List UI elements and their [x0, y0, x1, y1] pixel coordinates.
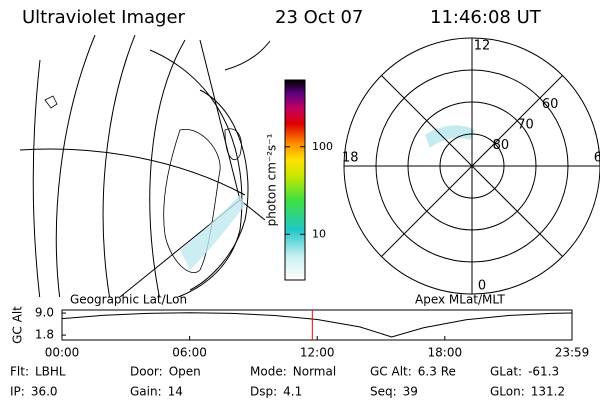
- geo-map-label: Geographic Lat/Lon: [70, 293, 187, 307]
- colorbar-tick-label: 10: [312, 227, 326, 240]
- colorbar: [284, 79, 306, 281]
- x-tick-label: 23:59: [555, 346, 590, 360]
- date: 23 Oct 07: [275, 7, 363, 28]
- footer-value: 14: [168, 385, 183, 399]
- footer-value: Open: [169, 365, 201, 379]
- polar-lat-ring: [439, 133, 505, 199]
- footer-label: Seq:: [370, 385, 397, 399]
- footer-label: Door:: [130, 365, 163, 379]
- footer-value: 131.2: [531, 385, 565, 399]
- x-tick-label: 00:00: [45, 346, 80, 360]
- footer-value: -61.3: [528, 365, 559, 379]
- footer-label: GLon:: [490, 385, 525, 399]
- footer-value: 39: [403, 385, 418, 399]
- footer-label: GLat:: [490, 365, 522, 379]
- polar-lat-label: 70: [517, 118, 534, 133]
- instrument: Ultraviolet Imager: [22, 7, 186, 28]
- altitude-frame: [61, 309, 573, 341]
- polar-mlt-label: 12: [474, 39, 491, 54]
- polar-lat-label: 60: [542, 97, 559, 112]
- footer-value: 36.0: [31, 385, 58, 399]
- x-tick-label: 18:00: [428, 346, 463, 360]
- polar-mlt-label: 18: [342, 151, 359, 166]
- polar-lat-ring: [407, 101, 537, 231]
- geo-map: [20, 35, 270, 297]
- footer-label: Mode:: [250, 365, 287, 379]
- footer-value: 4.1: [283, 385, 302, 399]
- footer-label: Flt:: [10, 365, 29, 379]
- polar-lat-ring: [375, 69, 569, 263]
- colorbar-unit: photon cm⁻²s⁻¹: [265, 133, 279, 226]
- polar-map-label: Apex MLat/MLT: [415, 293, 505, 307]
- footer-value: LBHL: [35, 365, 66, 379]
- y-tick-label: 1.8: [35, 328, 54, 342]
- footer-label: Dsp:: [250, 385, 277, 399]
- x-tick-label: 06:00: [172, 346, 207, 360]
- footer-label: GC Alt:: [370, 365, 412, 379]
- y-tick-label: 9.0: [35, 306, 54, 320]
- x-tick-label: 12:00: [300, 346, 335, 360]
- polar-mlt-label: 0: [478, 279, 486, 294]
- footer-label: Gain:: [130, 385, 162, 399]
- altitude-line: [61, 312, 573, 338]
- footer-value: 6.3 Re: [418, 365, 456, 379]
- time: 11:46:08 UT: [430, 7, 542, 28]
- polar-mlt-label: 6: [594, 151, 600, 166]
- altitude-ylabel: GC Alt: [11, 306, 25, 344]
- footer-label: IP:: [10, 385, 25, 399]
- footer-value: Normal: [293, 365, 336, 379]
- colorbar-tick-label: 100: [312, 140, 333, 153]
- polar-lat-label: 80: [493, 138, 510, 153]
